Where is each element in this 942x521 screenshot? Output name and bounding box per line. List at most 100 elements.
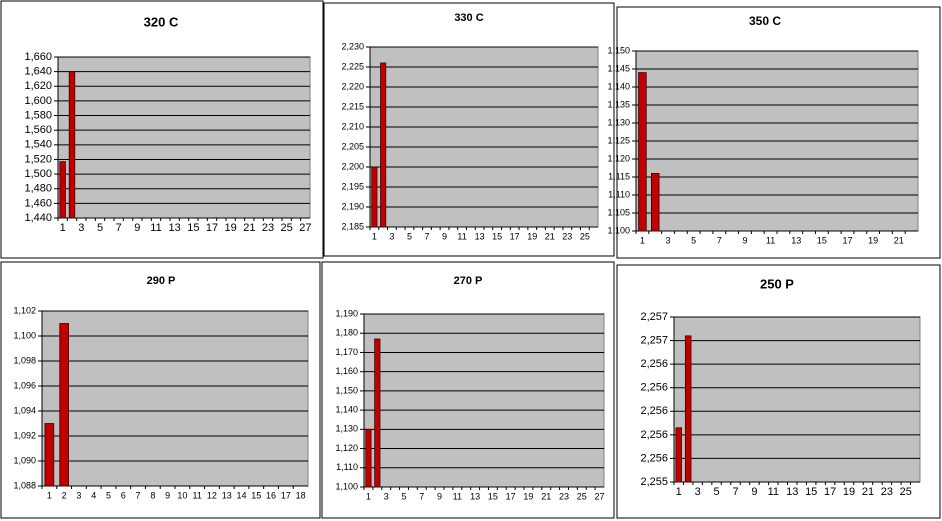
x-tick-label: 13 bbox=[470, 491, 480, 501]
y-tick-label: 2,185 bbox=[341, 221, 364, 231]
y-tick-label: 1,135 bbox=[607, 99, 630, 109]
x-tick-label: 7 bbox=[116, 222, 122, 234]
x-tick-label: 1 bbox=[676, 486, 682, 498]
x-tick-label: 7 bbox=[732, 486, 738, 498]
y-tick-label: 1,600 bbox=[24, 95, 52, 107]
x-tick-label: 13 bbox=[169, 222, 181, 234]
y-tick-label: 2,256 bbox=[640, 382, 668, 394]
y-tick-label: 2,256 bbox=[640, 452, 668, 464]
y-tick-label: 2,190 bbox=[341, 201, 364, 211]
y-tick-label: 1,520 bbox=[24, 153, 52, 165]
bar bbox=[371, 166, 378, 228]
x-tick-label: 12 bbox=[207, 490, 217, 500]
x-tick-label: 17 bbox=[206, 222, 218, 234]
plot-area bbox=[369, 46, 599, 228]
y-tick-label: 1,120 bbox=[335, 443, 358, 453]
x-tick-label: 5 bbox=[106, 490, 111, 500]
y-tick-label: 1,140 bbox=[335, 404, 358, 414]
x-tick-label: 1 bbox=[366, 491, 371, 501]
x-tick-label: 10 bbox=[177, 490, 187, 500]
x-tick-label: 1 bbox=[372, 231, 377, 241]
chart-title: 290 P bbox=[147, 275, 176, 287]
x-tick-label: 27 bbox=[595, 491, 605, 501]
x-tick-label: 25 bbox=[900, 486, 912, 498]
y-tick-label: 1,560 bbox=[24, 124, 52, 136]
x-tick-label: 13 bbox=[475, 231, 485, 241]
x-tick-label: 21 bbox=[894, 235, 904, 245]
x-tick-label: 4 bbox=[91, 490, 96, 500]
x-tick-label: 11 bbox=[192, 490, 201, 500]
chart-title: 250 P bbox=[760, 276, 794, 291]
y-tick-label: 1,660 bbox=[24, 51, 52, 63]
x-tick-label: 14 bbox=[236, 490, 246, 500]
y-tick-label: 2,225 bbox=[341, 61, 364, 71]
y-tick-label: 1,580 bbox=[24, 109, 52, 121]
y-tick-label: 1,110 bbox=[608, 189, 630, 199]
y-tick-label: 1,140 bbox=[607, 81, 630, 91]
bar bbox=[684, 335, 692, 483]
x-tick-label: 3 bbox=[384, 491, 389, 501]
x-tick-label: 17 bbox=[824, 486, 836, 498]
x-tick-label: 6 bbox=[121, 490, 126, 500]
bar bbox=[650, 172, 660, 232]
y-tick-label: 1,145 bbox=[607, 63, 630, 73]
x-tick-label: 11 bbox=[457, 231, 466, 241]
bar bbox=[374, 338, 381, 488]
x-tick-label: 23 bbox=[262, 222, 274, 234]
x-tick-label: 15 bbox=[488, 491, 498, 501]
y-tick-label: 1,130 bbox=[607, 117, 630, 127]
x-tick-label: 17 bbox=[281, 490, 291, 500]
x-tick-label: 19 bbox=[523, 491, 533, 501]
x-tick-label: 17 bbox=[842, 235, 852, 245]
y-tick-label: 1,088 bbox=[13, 480, 36, 490]
x-tick-label: 3 bbox=[389, 231, 394, 241]
y-tick-label: 1,460 bbox=[24, 197, 52, 209]
x-tick-label: 15 bbox=[187, 222, 199, 234]
x-tick-label: 5 bbox=[97, 222, 103, 234]
x-tick-label: 5 bbox=[407, 231, 412, 241]
y-tick-label: 1,110 bbox=[336, 462, 358, 472]
y-tick-label: 2,257 bbox=[640, 334, 668, 346]
y-tick-label: 1,190 bbox=[335, 308, 358, 318]
x-tick-label: 13 bbox=[222, 490, 232, 500]
plot-area bbox=[363, 313, 605, 488]
x-tick-label: 16 bbox=[266, 490, 276, 500]
x-tick-label: 3 bbox=[695, 486, 701, 498]
y-tick-label: 2,205 bbox=[341, 141, 364, 151]
y-tick-label: 1,150 bbox=[335, 385, 358, 395]
y-tick-label: 2,215 bbox=[341, 101, 364, 111]
chart-title: 320 C bbox=[144, 14, 179, 29]
y-tick-label: 1,180 bbox=[335, 328, 358, 338]
y-tick-label: 1,640 bbox=[24, 66, 52, 78]
y-tick-label: 1,125 bbox=[607, 135, 630, 145]
x-tick-label: 2 bbox=[62, 490, 67, 500]
y-tick-label: 1,096 bbox=[13, 380, 36, 390]
x-tick-label: 9 bbox=[742, 235, 747, 245]
y-tick-label: 2,256 bbox=[640, 358, 668, 370]
x-tick-label: 9 bbox=[442, 231, 447, 241]
x-tick-label: 21 bbox=[243, 222, 255, 234]
x-tick-label: 23 bbox=[562, 231, 572, 241]
bar bbox=[365, 428, 372, 488]
y-tick-label: 2,200 bbox=[341, 161, 364, 171]
x-tick-label: 5 bbox=[714, 486, 720, 498]
x-tick-label: 23 bbox=[559, 491, 569, 501]
y-tick-label: 2,210 bbox=[341, 121, 364, 131]
x-tick-label: 15 bbox=[492, 231, 502, 241]
x-tick-label: 25 bbox=[580, 231, 590, 241]
bar bbox=[44, 423, 55, 487]
y-tick-label: 1,094 bbox=[13, 405, 36, 415]
x-tick-label: 11 bbox=[768, 486, 779, 498]
x-tick-label: 7 bbox=[717, 235, 722, 245]
x-tick-label: 7 bbox=[419, 491, 424, 501]
x-tick-label: 27 bbox=[299, 222, 311, 234]
plot-area bbox=[57, 56, 311, 219]
y-tick-label: 2,230 bbox=[341, 41, 364, 51]
x-tick-label: 19 bbox=[843, 486, 855, 498]
x-tick-label: 18 bbox=[296, 490, 306, 500]
x-tick-label: 5 bbox=[691, 235, 696, 245]
y-tick-label: 1,092 bbox=[13, 430, 36, 440]
y-tick-label: 2,257 bbox=[640, 311, 668, 323]
x-tick-label: 1 bbox=[640, 235, 645, 245]
x-tick-label: 21 bbox=[541, 491, 551, 501]
